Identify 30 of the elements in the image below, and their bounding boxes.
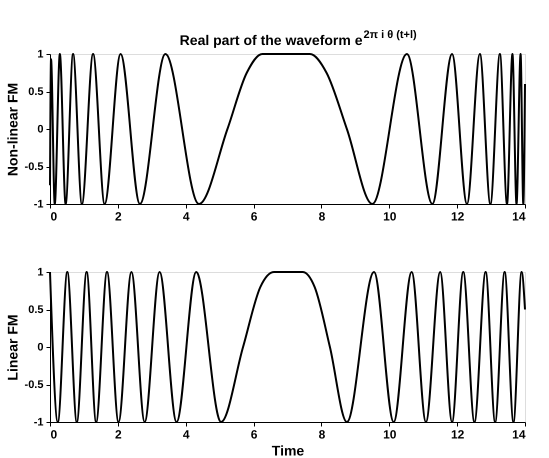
x-tick-label: 10: [383, 210, 397, 224]
y-tick-label: 0.5: [28, 304, 44, 316]
y-tick-label: -1: [34, 416, 44, 428]
x-tick-label: 8: [318, 210, 326, 224]
x-tick-label: 6: [250, 210, 258, 224]
x-tick-label: 8: [318, 428, 326, 442]
y-tick-label: 0: [37, 342, 44, 354]
line-series: [49, 53, 526, 205]
x-tick-label: 0: [50, 210, 58, 224]
x-tick-label: 10: [383, 428, 397, 442]
y-tick-label: 0: [37, 124, 44, 136]
x-tick-label: 12: [450, 428, 465, 442]
x-tick-label: 2: [115, 210, 122, 224]
x-tick-label: 12: [450, 210, 465, 224]
x-tick-label: 6: [250, 428, 258, 442]
y-tick-label: 1: [37, 266, 44, 278]
y-tick-label: 1: [37, 48, 44, 60]
y-tick-label: -1: [34, 198, 44, 210]
y-axis-title: Linear FM: [4, 314, 21, 381]
x-tick-label: 14: [512, 428, 526, 442]
x-tick-label: 0: [50, 428, 58, 442]
y-tick-label: -0.5: [24, 161, 44, 173]
y-tick-label: -0.5: [24, 379, 44, 391]
x-tick-label: 4: [182, 210, 190, 224]
x-tick-label: 2: [115, 428, 122, 442]
x-axis-title: Time: [272, 442, 304, 458]
y-tick-label: 0.5: [28, 86, 44, 98]
x-tick-label: 14: [512, 210, 526, 224]
x-tick-label: 4: [182, 428, 190, 442]
y-axis-title: Non-linear FM: [4, 82, 21, 176]
